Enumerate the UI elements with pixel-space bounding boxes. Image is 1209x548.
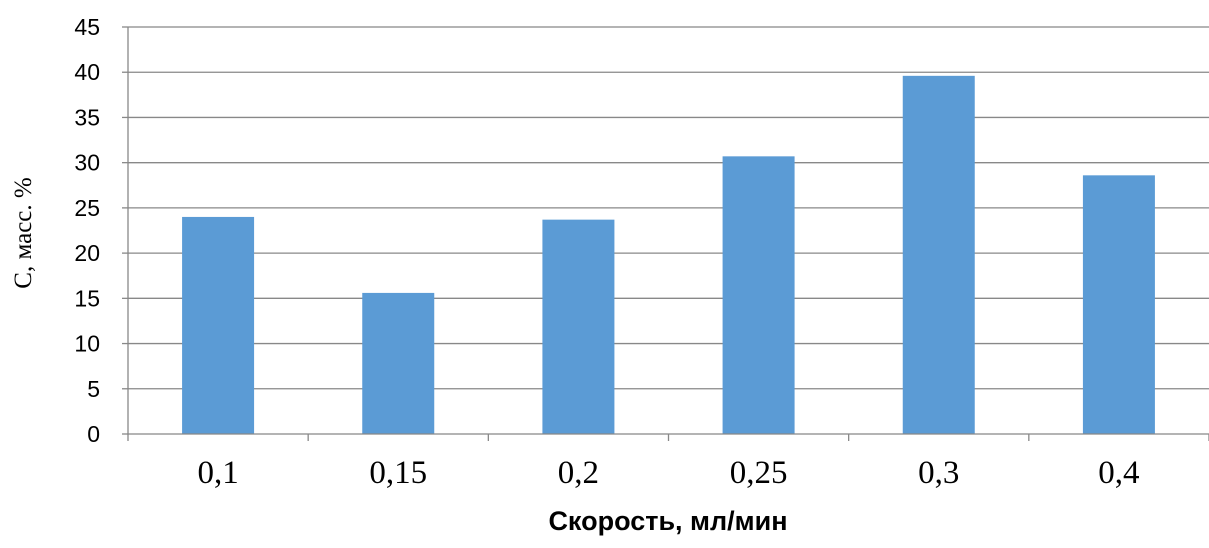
y-tick-label: 5 [87,376,100,402]
bar [1082,175,1155,434]
bar [362,292,435,434]
y-tick-label: 10 [74,331,100,357]
y-tick-label: 15 [74,285,100,311]
x-tick-labels: 0,1 0,15 0,2 0,25 0,3 0,4 [197,455,1139,491]
bar [542,219,615,434]
y-tick-label: 40 [74,59,100,85]
x-tick-label: 0,2 [558,455,599,491]
y-tick-label: 35 [74,104,100,130]
axes [122,26,1209,441]
grid-lines [128,26,1209,390]
y-tick-label: 25 [74,195,100,221]
y-tick-label: 45 [74,14,100,40]
y-axis-label: С, масс. % [10,177,37,288]
x-axis-label: Скорость, мл/мин [548,506,787,536]
x-tick-label: 0,3 [918,455,959,491]
y-tick-label: 0 [87,421,100,447]
x-tick-label: 0,25 [730,455,788,491]
bar [182,216,255,434]
x-tick-label: 0,15 [369,455,427,491]
bar [722,156,795,434]
y-tick-label: 20 [74,240,100,266]
y-tick-labels: 0 5 10 15 20 25 30 35 40 45 [74,14,100,447]
x-tick-label: 0,4 [1098,455,1139,491]
bars [182,75,1155,434]
y-tick-label: 30 [74,150,100,176]
x-tick-label: 0,1 [197,455,238,491]
bar [902,75,975,434]
